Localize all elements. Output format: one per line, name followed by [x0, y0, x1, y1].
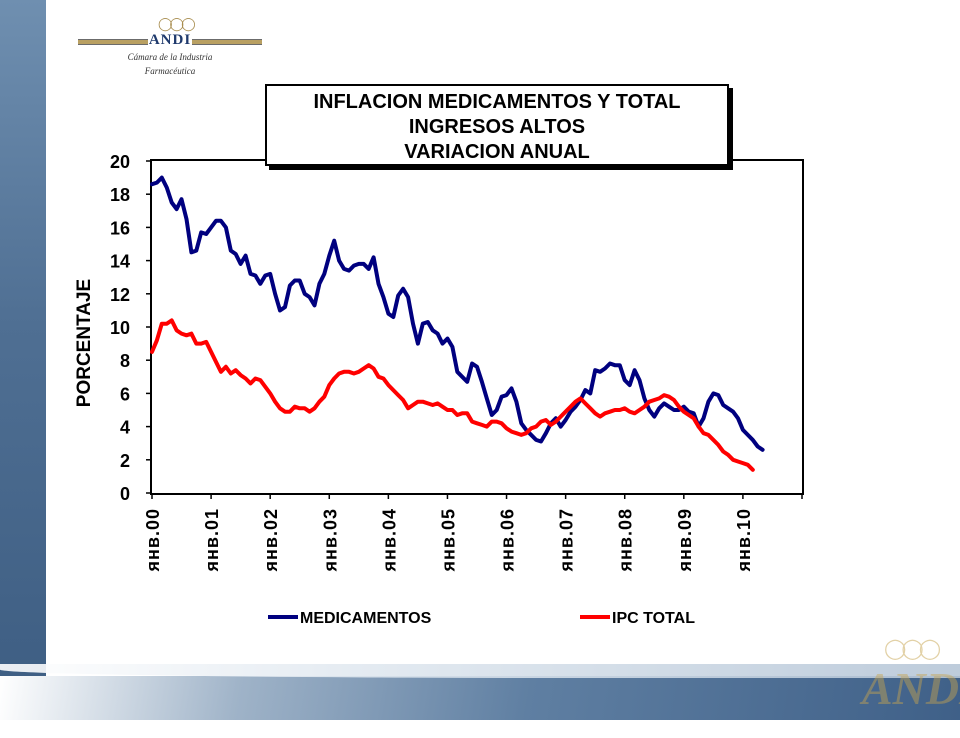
- legend: MEDICAMENTOS IPC TOTAL: [268, 610, 695, 627]
- legend-label: IPC TOTAL: [612, 610, 695, 627]
- x-tick-label: янв.03: [320, 508, 340, 572]
- chart-title-line-1: INFLACION MEDICAMENTOS Y TOTAL: [313, 91, 681, 113]
- x-tick-label: янв.06: [498, 508, 518, 572]
- y-tick-label: 16: [110, 218, 130, 238]
- logo-right-bar: [192, 39, 262, 45]
- andi-logo: ◯◯◯ ANDI Cámara de la Industria Farmacéu…: [78, 14, 262, 82]
- left-decorative-band: [0, 0, 46, 720]
- series-line-medicamentos: [150, 175, 765, 452]
- logo-name: ANDI: [148, 32, 192, 48]
- y-tick-label: 2: [120, 451, 130, 471]
- series-line-ipc-total: [150, 318, 755, 472]
- corner-rings-icon: ◯◯◯: [884, 638, 941, 660]
- y-tick-label: 6: [120, 384, 130, 404]
- y-tick-label: 18: [110, 185, 130, 205]
- x-tick-label: янв.08: [616, 508, 636, 572]
- x-tick-label: янв.09: [675, 508, 695, 572]
- chart-title-line-3: VARIACION ANUAL: [404, 141, 590, 163]
- x-tick-label: янв.01: [202, 508, 222, 572]
- corner-watermark: ANDI: [862, 663, 960, 714]
- y-tick-label: 10: [110, 318, 130, 338]
- x-tick-label: янв.10: [734, 508, 754, 572]
- y-axis: 0 2 4 6 8 10 12 14 16 18 20: [110, 152, 152, 504]
- logo-tagline-1: Cámara de la Industria: [127, 52, 213, 62]
- y-tick-label: 0: [120, 484, 130, 504]
- y-tick-label: 4: [120, 418, 130, 438]
- y-tick-label: 14: [110, 252, 130, 272]
- legend-label: MEDICAMENTOS: [300, 610, 432, 627]
- x-tick-label: янв.05: [438, 508, 458, 572]
- y-tick-label: 12: [110, 285, 130, 305]
- x-tick-label: янв.04: [379, 508, 399, 572]
- logo-left-bar: [78, 39, 148, 45]
- x-tick-label: янв.00: [143, 508, 163, 572]
- logo-rings-icon: ◯◯◯: [158, 16, 196, 31]
- y-axis-label: PORCENTAJE: [74, 279, 95, 407]
- bottom-decorative-band: [0, 664, 960, 720]
- x-tick-label: янв.02: [261, 508, 281, 572]
- x-tick-label: янв.07: [557, 508, 577, 572]
- chart-title-box: INFLACION MEDICAMENTOS Y TOTAL INGRESOS …: [265, 84, 729, 166]
- y-tick-label: 8: [120, 351, 130, 371]
- series-lines: [150, 175, 765, 472]
- chart-title-line-2: INGRESOS ALTOS: [408, 116, 586, 138]
- logo-tagline-2: Farmacéutica: [144, 66, 196, 76]
- plot-area-frame: [150, 159, 804, 495]
- y-tick-label: 20: [110, 152, 130, 172]
- x-axis: янв.00 янв.01 янв.02 янв.03 янв.04 янв.05 янв.…: [143, 493, 803, 572]
